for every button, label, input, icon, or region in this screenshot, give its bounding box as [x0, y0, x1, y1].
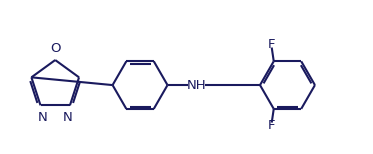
- Text: O: O: [50, 42, 60, 55]
- Text: F: F: [268, 38, 276, 51]
- Text: F: F: [268, 119, 276, 132]
- Text: NH: NH: [187, 79, 206, 92]
- Text: N: N: [38, 111, 47, 124]
- Text: N: N: [63, 111, 73, 124]
